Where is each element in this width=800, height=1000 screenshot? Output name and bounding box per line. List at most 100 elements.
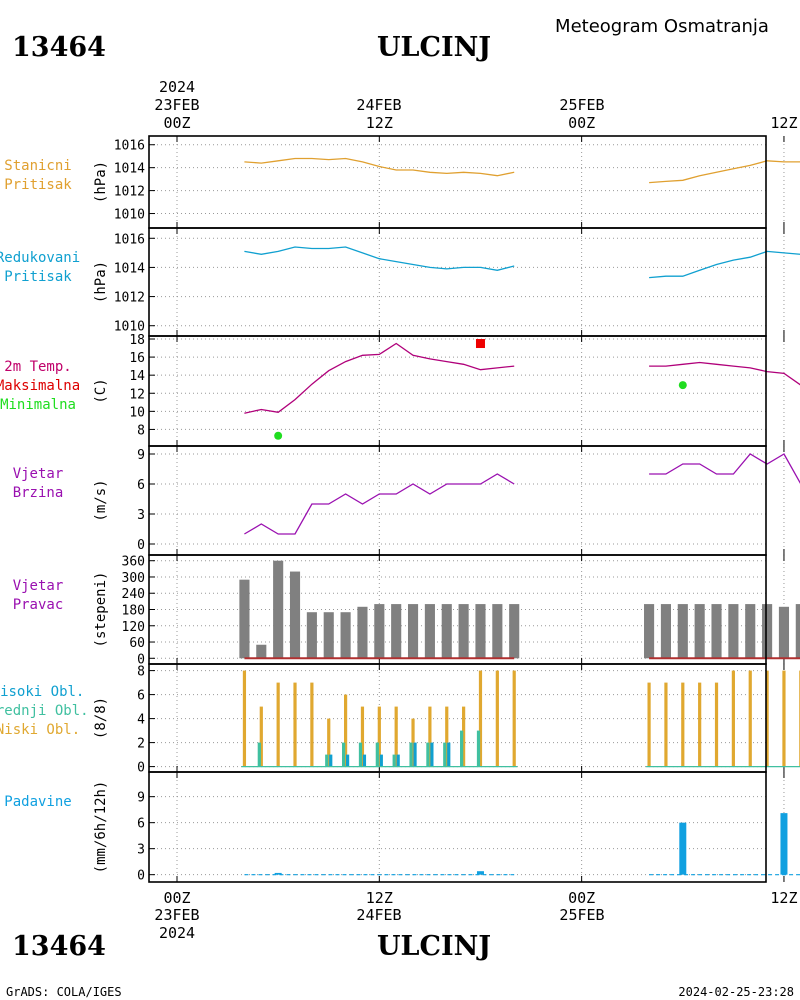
- cloud-bar: [242, 670, 247, 767]
- station-id-bottom: 13464: [12, 931, 106, 962]
- wind-direction-bar: [340, 612, 351, 659]
- bottom-hour-label: 00Z: [163, 889, 190, 907]
- cloud-bar: [447, 742, 451, 767]
- wind-direction-bar: [795, 604, 800, 659]
- panel-frame: [148, 445, 767, 556]
- y-tick-label: 16: [129, 351, 145, 366]
- y-tick-label: 18: [129, 333, 145, 348]
- wind-direction-bar: [728, 604, 739, 659]
- y-tick-label: 4: [137, 713, 145, 728]
- legend-label: Vjetar: [13, 466, 64, 482]
- y-tick-label: 6: [137, 689, 145, 704]
- cloud-bar: [714, 682, 719, 767]
- precip-bar: [476, 871, 484, 875]
- cloud-bar: [392, 754, 396, 767]
- y-axis-label: (stepeni): [93, 572, 109, 648]
- cloud-bar: [698, 682, 702, 767]
- cloud-bar: [782, 670, 786, 767]
- cloud-bar: [495, 670, 499, 767]
- panel-station_pressure: 1010 1012 1014 1016 (hPa) Stanicni Pritisak: [4, 135, 800, 229]
- wind-direction-bar: [677, 604, 688, 659]
- y-tick-label: 6: [137, 478, 145, 493]
- panel-frame: [148, 663, 767, 773]
- y-tick-label: 10: [129, 405, 145, 420]
- legend-label: Padavine: [4, 794, 71, 810]
- wind-direction-bar: [424, 604, 435, 659]
- cloud-bar: [460, 730, 464, 767]
- legend-label: 2m Temp.: [4, 359, 71, 375]
- y-tick-label: 8: [137, 423, 145, 438]
- bottom-hour-label: 00Z: [568, 889, 595, 907]
- cloud-bar: [276, 682, 280, 767]
- wind-direction-bar: [745, 604, 756, 659]
- cloud-bar: [413, 742, 417, 767]
- y-axis-label: (8/8): [93, 697, 109, 739]
- top-hour-label: 12Z: [366, 114, 393, 132]
- y-axis-label: (hPa): [93, 161, 109, 203]
- y-tick-label: 0: [137, 538, 145, 553]
- wind-direction-bar: [407, 604, 419, 659]
- top-hour-label: 12Z: [770, 114, 797, 132]
- cloud-bar: [342, 742, 346, 767]
- panels: 1010101210141016(hPa)StanicniPritisak101…: [0, 135, 800, 884]
- top-hour-label: 00Z: [568, 114, 595, 132]
- series-line: [244, 246, 515, 271]
- cloud-bar: [443, 742, 447, 767]
- wind-direction-bar: [441, 604, 452, 659]
- timestamp-label: 2024-02-25-23:28: [678, 985, 794, 999]
- cloud-bar: [512, 670, 516, 767]
- y-axis-label: (C): [93, 378, 109, 403]
- precip-bar: [274, 872, 282, 875]
- y-tick-label: 1014: [114, 162, 145, 177]
- panel-frame: [148, 771, 767, 883]
- y-tick-label: 1012: [114, 291, 145, 306]
- panel-wind_speed: 0 3 6 9 (m/s) Vjetar Brzina: [13, 445, 800, 556]
- panel-temperature: 8 10 12 14 16 18 (C) 2m Temp. Maksimalna Minimaln…: [0, 333, 800, 447]
- precip-bar: [679, 822, 687, 875]
- cloud-bar: [409, 742, 413, 767]
- panel-precipitation: 0 3 6 9 (mm/6h/12h) Padavine: [4, 771, 800, 884]
- series-line: [244, 473, 515, 535]
- wind-direction-bar: [357, 606, 368, 659]
- cloud-bar: [731, 670, 735, 767]
- cloud-bar: [428, 706, 432, 767]
- wind-direction-bar: [644, 604, 655, 659]
- panel-cloud_cover: 0 2 4 6 8 (8/8) Visoki Obl. Srednji Obl. Niski O…: [0, 663, 800, 776]
- y-axis-label: (mm/6h/12h): [93, 781, 109, 874]
- cloud-bar: [765, 670, 769, 767]
- y-axis-label: (m/s): [93, 479, 109, 521]
- y-tick-label: 120: [122, 620, 145, 635]
- panel-frame: [148, 135, 767, 229]
- cloud-bar: [647, 682, 651, 767]
- station-name-top: ULCINJ: [377, 32, 491, 63]
- wind-direction-bar: [492, 604, 503, 659]
- precip-bar: [780, 813, 788, 875]
- wind-direction-bar: [694, 604, 705, 659]
- wind-direction-bar: [239, 579, 250, 659]
- series-line: [649, 453, 800, 484]
- wind-direction-bar: [475, 604, 486, 659]
- series-line: [244, 157, 515, 177]
- cloud-bar: [329, 754, 333, 767]
- y-tick-label: 2: [137, 737, 145, 752]
- series-line: [649, 160, 800, 184]
- y-tick-label: 14: [129, 369, 145, 384]
- tmax-marker: [475, 339, 485, 349]
- y-tick-label: 9: [137, 448, 145, 463]
- legend-label: Pritisak: [4, 269, 72, 285]
- cloud-bar: [257, 742, 261, 767]
- legend-label: Brzina: [13, 485, 64, 501]
- wind-direction-bar: [374, 604, 385, 659]
- wind-direction-bar: [778, 606, 790, 659]
- series-line: [649, 250, 800, 279]
- y-tick-label: 60: [129, 636, 145, 651]
- wind-direction-bar: [762, 604, 773, 659]
- cloud-bar: [325, 754, 329, 767]
- y-tick-label: 1016: [114, 232, 145, 247]
- wind-direction-bar: [256, 644, 267, 659]
- cloud-bar: [411, 718, 415, 767]
- y-tick-label: 0: [137, 869, 145, 884]
- wind-direction-bar: [509, 604, 520, 659]
